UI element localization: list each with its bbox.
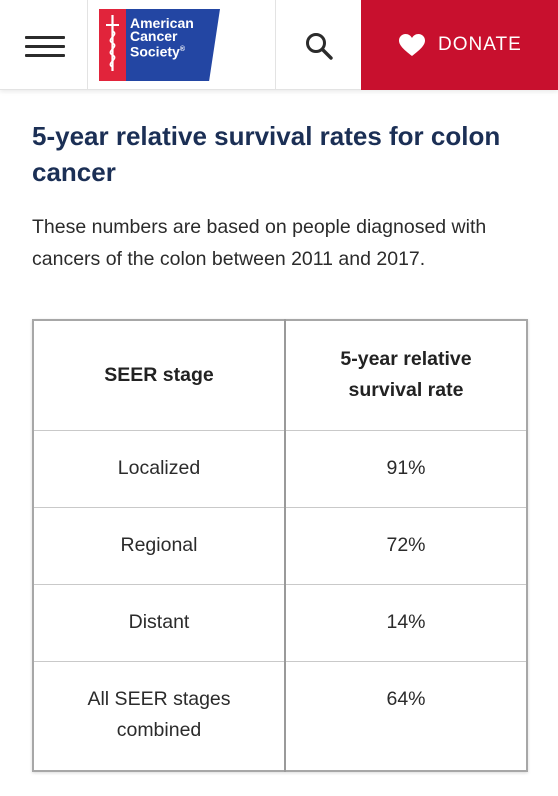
registered-mark: ® bbox=[179, 46, 185, 53]
logo-line-1: American bbox=[130, 15, 194, 31]
page-title: 5-year relative survival rates for colon… bbox=[32, 121, 501, 187]
search-icon bbox=[306, 33, 333, 60]
table-header-row: SEER stage 5-year relative survival rate bbox=[32, 319, 528, 431]
rate-cell: 91% bbox=[284, 429, 528, 508]
header-seer-stage: SEER stage bbox=[32, 319, 286, 431]
logo-badge: American Cancer Society® bbox=[99, 9, 220, 81]
description-text: These numbers are based on people diagno… bbox=[32, 216, 487, 270]
logo-line-2: Cancer bbox=[130, 28, 178, 44]
site-header: American Cancer Society® DONATE bbox=[0, 0, 558, 90]
heart-icon bbox=[399, 34, 425, 56]
stage-cell: Regional bbox=[32, 506, 286, 585]
hamburger-menu-icon bbox=[25, 36, 65, 39]
donate-button[interactable]: DONATE bbox=[361, 0, 558, 90]
logo-line-3: Society bbox=[130, 43, 180, 60]
table-row: Localized 91% bbox=[32, 429, 528, 508]
rate-cell: 72% bbox=[284, 506, 528, 585]
stage-cell: All SEER stages combined bbox=[32, 660, 286, 772]
rate-cell: 14% bbox=[284, 583, 528, 662]
search-button[interactable] bbox=[276, 0, 361, 90]
logo-text: American Cancer Society® bbox=[130, 15, 194, 60]
rate-cell: 64% bbox=[284, 660, 528, 772]
stage-cell: Distant bbox=[32, 583, 286, 662]
table-row: All SEER stages combined 64% bbox=[32, 660, 528, 772]
survival-table: SEER stage 5-year relative survival rate… bbox=[32, 319, 528, 772]
menu-button[interactable] bbox=[0, 0, 88, 90]
donate-label: DONATE bbox=[438, 34, 522, 55]
acs-logo[interactable]: American Cancer Society® bbox=[88, 0, 276, 90]
table-row: Distant 14% bbox=[32, 583, 528, 662]
logo-stripe bbox=[99, 9, 126, 81]
acs-sword-icon bbox=[106, 15, 119, 71]
header-survival-rate: 5-year relative survival rate bbox=[284, 319, 528, 431]
table-row: Regional 72% bbox=[32, 506, 528, 585]
stage-cell: Localized bbox=[32, 429, 286, 508]
